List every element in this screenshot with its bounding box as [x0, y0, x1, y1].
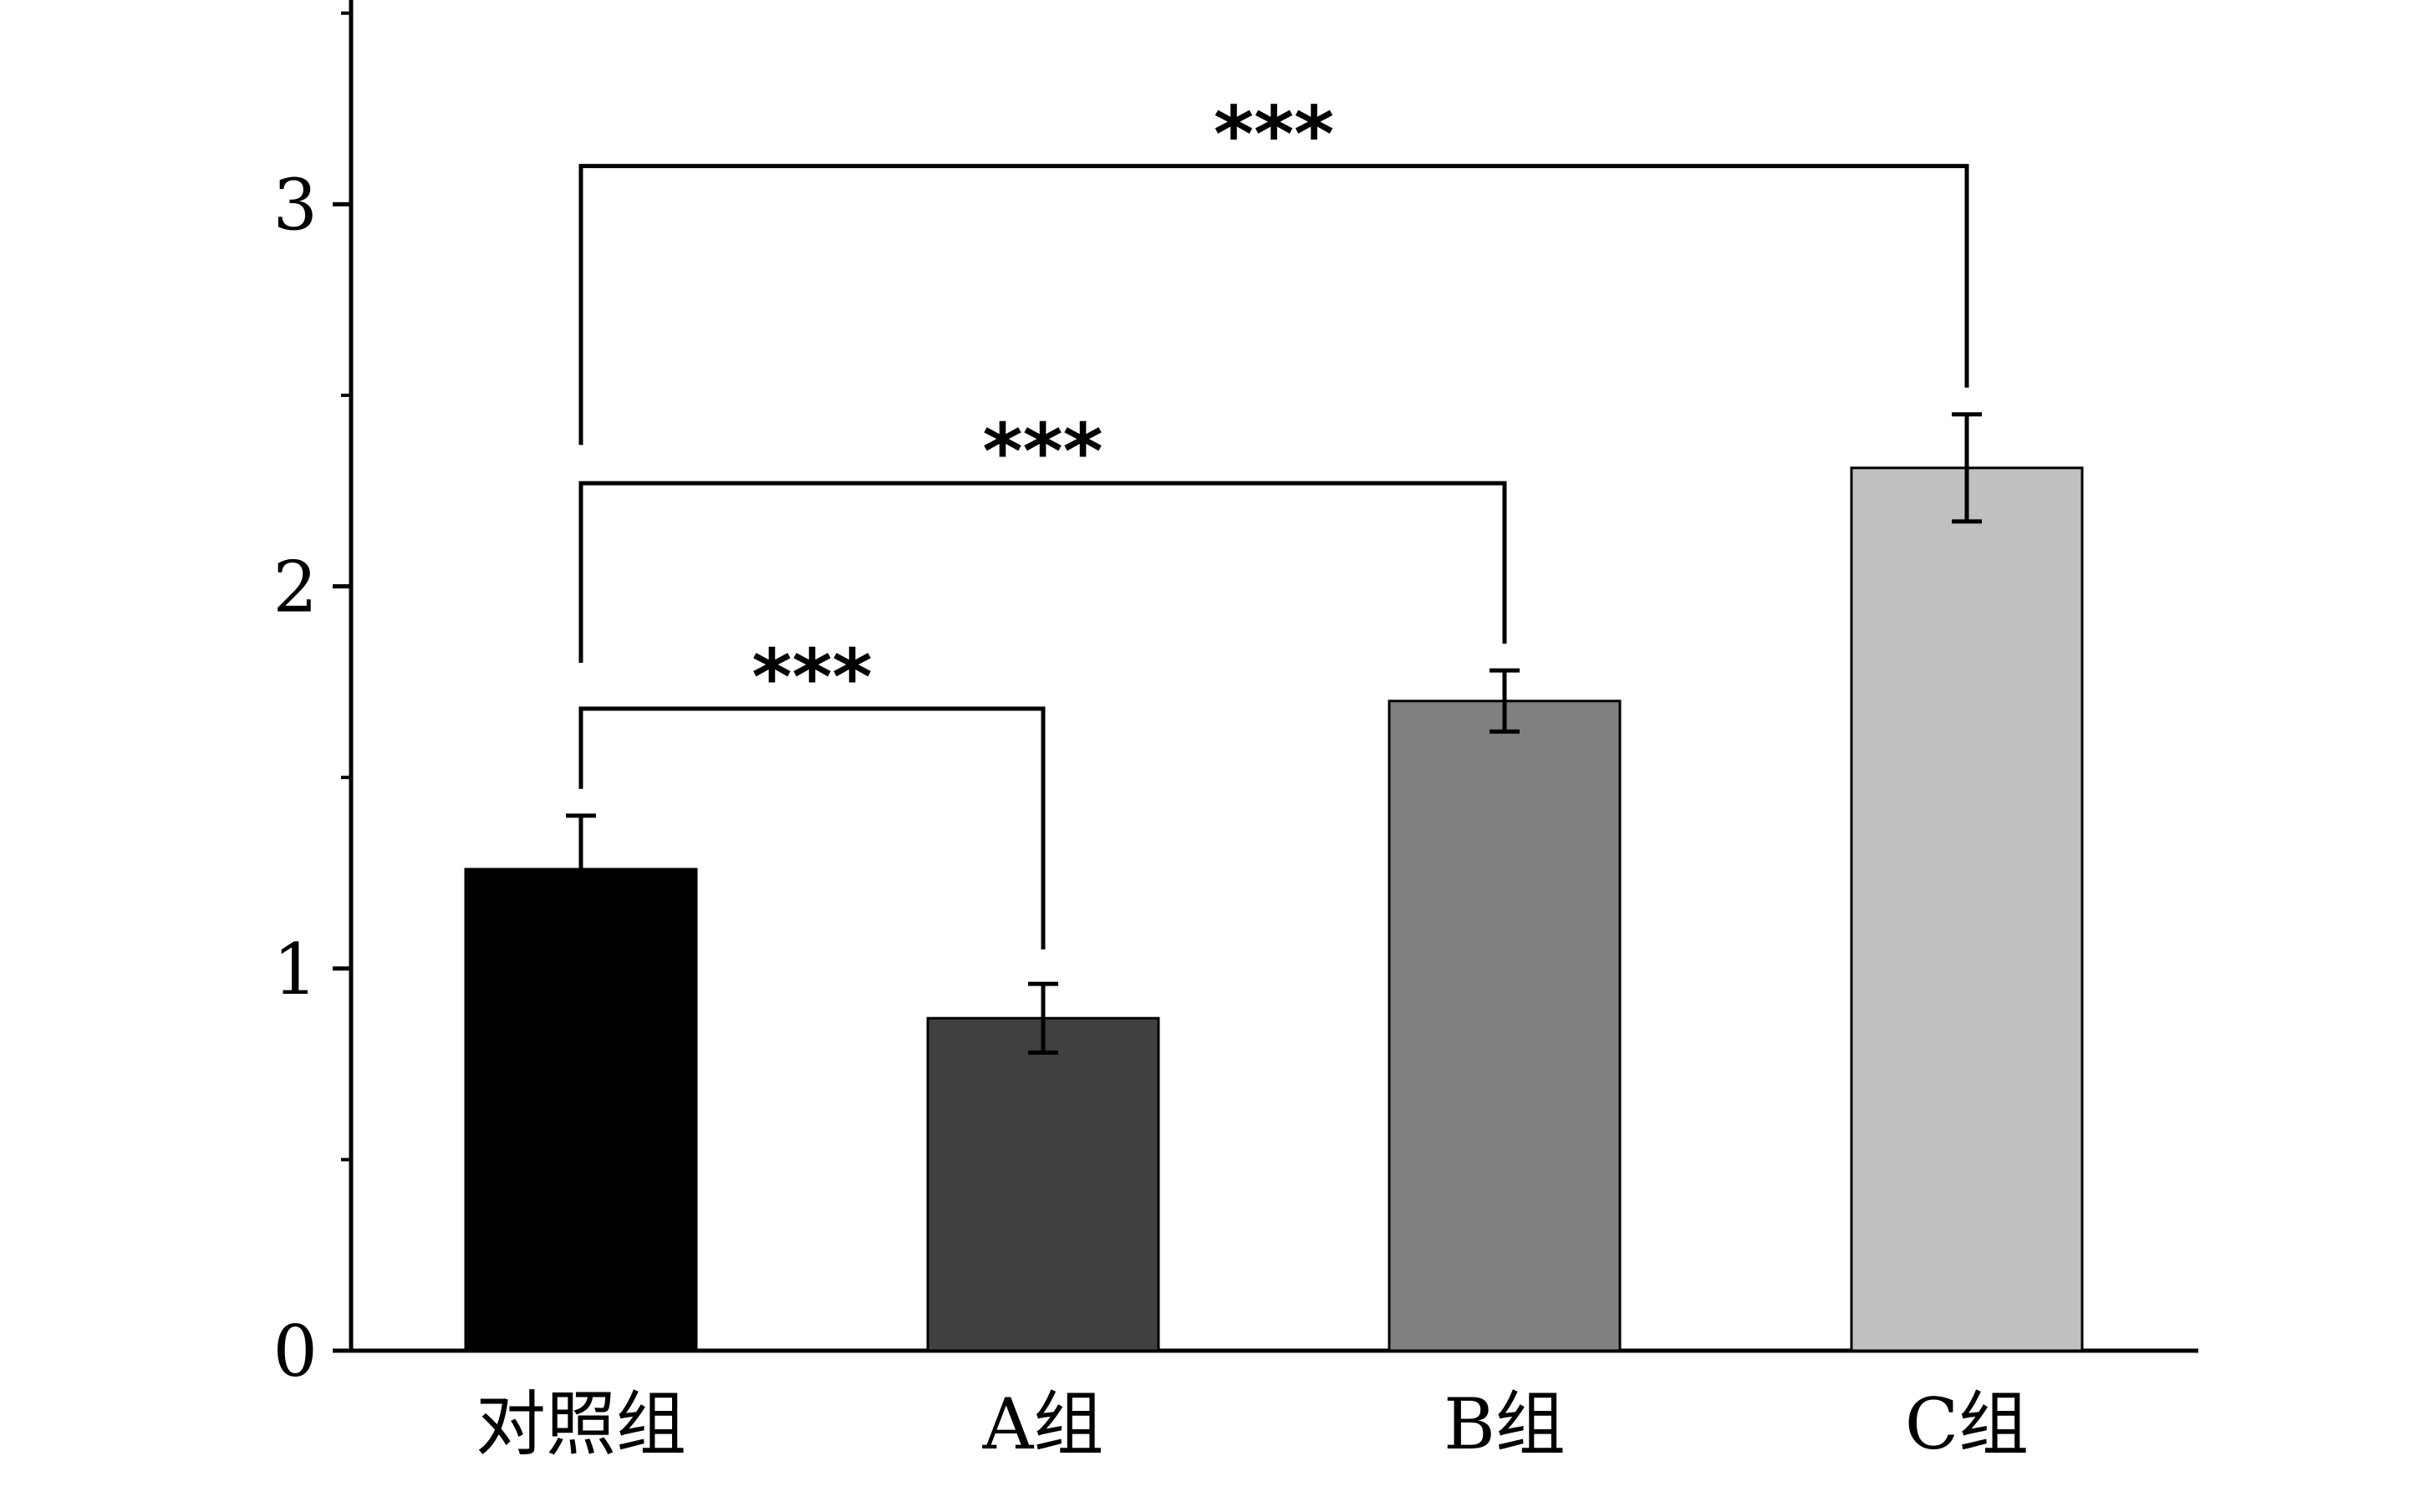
- y-tick-label-0: 0: [273, 1311, 318, 1392]
- labels: 对照组 A组 B组 C组: [476, 1383, 2029, 1465]
- significance-bracket-0: [578, 706, 1046, 949]
- y-tick-label-2: 2: [273, 547, 318, 629]
- error-bars: [566, 412, 1982, 1055]
- y-tick-label-1: 1: [273, 929, 318, 1011]
- bar-0: [464, 868, 698, 1352]
- significance-bracket-1: [578, 481, 1507, 663]
- significance-label-1: ***: [982, 407, 1103, 496]
- x-tick-label-2: B组: [1444, 1383, 1566, 1465]
- significance-label-2: ***: [1214, 90, 1334, 180]
- bar-1: [926, 1016, 1160, 1352]
- significance-label-0: ***: [751, 633, 872, 722]
- y-tick-label-3: 3: [273, 164, 318, 246]
- significance-brackets: *** *** ***: [578, 90, 1969, 949]
- significance-bracket-2: [578, 164, 1969, 445]
- x-tick-label-3: C组: [1905, 1383, 2029, 1465]
- bars: [464, 466, 2084, 1352]
- x-tick-label-0: 对照组: [476, 1383, 686, 1465]
- bar-3: [1850, 466, 2084, 1352]
- x-tick-label-1: A组: [982, 1383, 1104, 1465]
- bar-2: [1388, 700, 1622, 1352]
